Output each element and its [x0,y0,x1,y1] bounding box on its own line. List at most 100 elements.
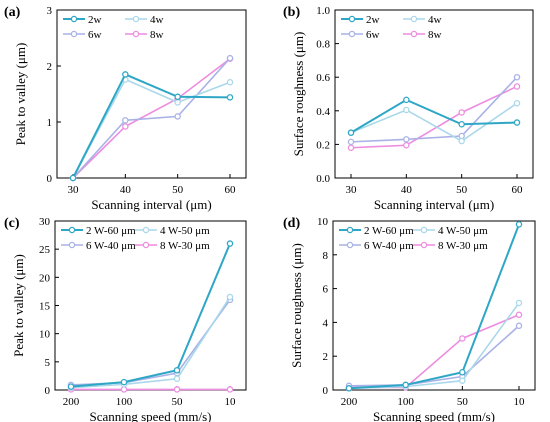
y-tick-label: 2 [323,351,329,363]
x-tick-label: 100 [397,396,414,408]
legend-entry: 6w [366,29,380,41]
data-point [226,386,234,393]
x-axis-title: Scanning interval (μm) [374,197,494,212]
data-point [120,386,128,393]
legend-marker [132,15,140,23]
x-axis-title: Scanning speed (mm/s) [373,409,495,422]
chart-panel-3: (c) 0 5 10 15 20 25 30 200 100 50 10 Scanning speed … [4,216,247,422]
legend-entry: 4 W-50 μm [438,225,488,237]
series-line [72,73,231,179]
legend-entry: 8w [428,29,442,41]
y-tick-label: 0.8 [316,39,330,51]
series-line [350,98,518,134]
y-tick-label: 15 [39,301,51,313]
y-tick-label: 0 [45,385,51,397]
data-point [515,322,523,330]
y-tick-label: 4 [323,317,329,329]
data-point [459,369,466,376]
x-axis-title: Scanning speed (mm/s) [89,409,211,422]
legend-marker [70,30,78,38]
legend-marker [70,15,78,23]
x-axis-title: Scanning interval (μm) [91,197,211,212]
y-axis-title: Surface roughness (μm) [289,243,304,368]
data-point [513,73,521,81]
legend-marker [348,15,356,23]
y-tick-label: 2 [47,61,53,73]
data-point [122,117,129,124]
data-point [347,144,355,152]
y-tick-label: 0.0 [316,173,330,185]
y-tick-label: 6 [323,284,329,296]
series-line [348,325,520,387]
legend-entry: 4w [428,14,442,26]
legend-marker [142,241,150,249]
x-tick-label: 30 [346,184,358,196]
data-point [122,123,129,130]
series-line [349,314,520,389]
x-tick-label: 30 [68,184,80,196]
series-line [72,78,231,179]
data-point [120,378,128,386]
data-point [458,137,465,145]
data-point [347,129,355,136]
series-line [350,102,518,142]
legend-marker [68,226,76,234]
chart-panel-4: (d) 0 2 4 6 8 10 200 100 50 10 Scanning speed (mm/s… [283,216,536,422]
plot-frame [334,9,534,179]
y-tick-label: 0 [323,385,329,397]
legend-entry: 8 W-30 μm [160,240,210,252]
legend-marker [410,15,418,23]
data-point [173,375,181,382]
data-point [174,93,181,101]
data-point [226,78,234,86]
panel-label: (d) [283,216,300,231]
data-point [515,299,523,307]
data-point [459,335,466,342]
data-point [226,94,234,101]
data-point [173,367,181,374]
data-point [403,136,410,143]
x-tick-label: 200 [341,396,358,408]
data-point [515,221,523,228]
legend-entry: 6w [88,29,102,41]
x-tick-label: 60 [225,184,237,196]
y-axis-title: Peak to valley (μm) [13,43,28,146]
legend-entry: 8w [150,29,164,41]
legend-entry: 8 W-30 μm [438,240,488,252]
data-point [458,120,465,128]
data-point [347,138,355,146]
legend-marker [420,241,428,249]
data-point [345,385,353,392]
data-point [226,293,234,301]
legend-entry: 2w [88,14,102,26]
series-line [70,299,231,386]
data-point [403,141,410,149]
y-tick-label: 1.0 [316,5,330,17]
legend-marker [68,241,76,249]
data-point [458,109,465,116]
y-tick-label: 8 [323,250,329,262]
chart-panel-2: (b) 0.0 0.2 0.4 0.6 0.8 1.0 30 40 50 60 Scanning in… [283,5,534,212]
legend-entry: 6 W-40 μm [86,240,136,252]
data-point [403,106,410,114]
data-point [122,71,129,78]
series-line [72,58,231,179]
legend-marker [142,226,150,234]
data-point [515,311,523,319]
y-tick-label: 5 [45,357,51,369]
plot-frame [56,9,247,179]
x-tick-label: 10 [225,396,237,408]
x-tick-label: 50 [457,396,469,408]
legend-marker [346,226,354,234]
data-point [174,113,181,120]
plot-frame [54,220,247,391]
y-tick-label: 3 [47,5,53,17]
y-axis-title: Surface roughness (μm) [291,32,306,157]
y-tick-label: 0 [47,173,53,185]
legend-marker [346,241,354,249]
y-tick-label: 0.4 [316,106,330,118]
data-point [174,99,181,106]
series-line [350,76,518,143]
data-point [513,83,521,90]
